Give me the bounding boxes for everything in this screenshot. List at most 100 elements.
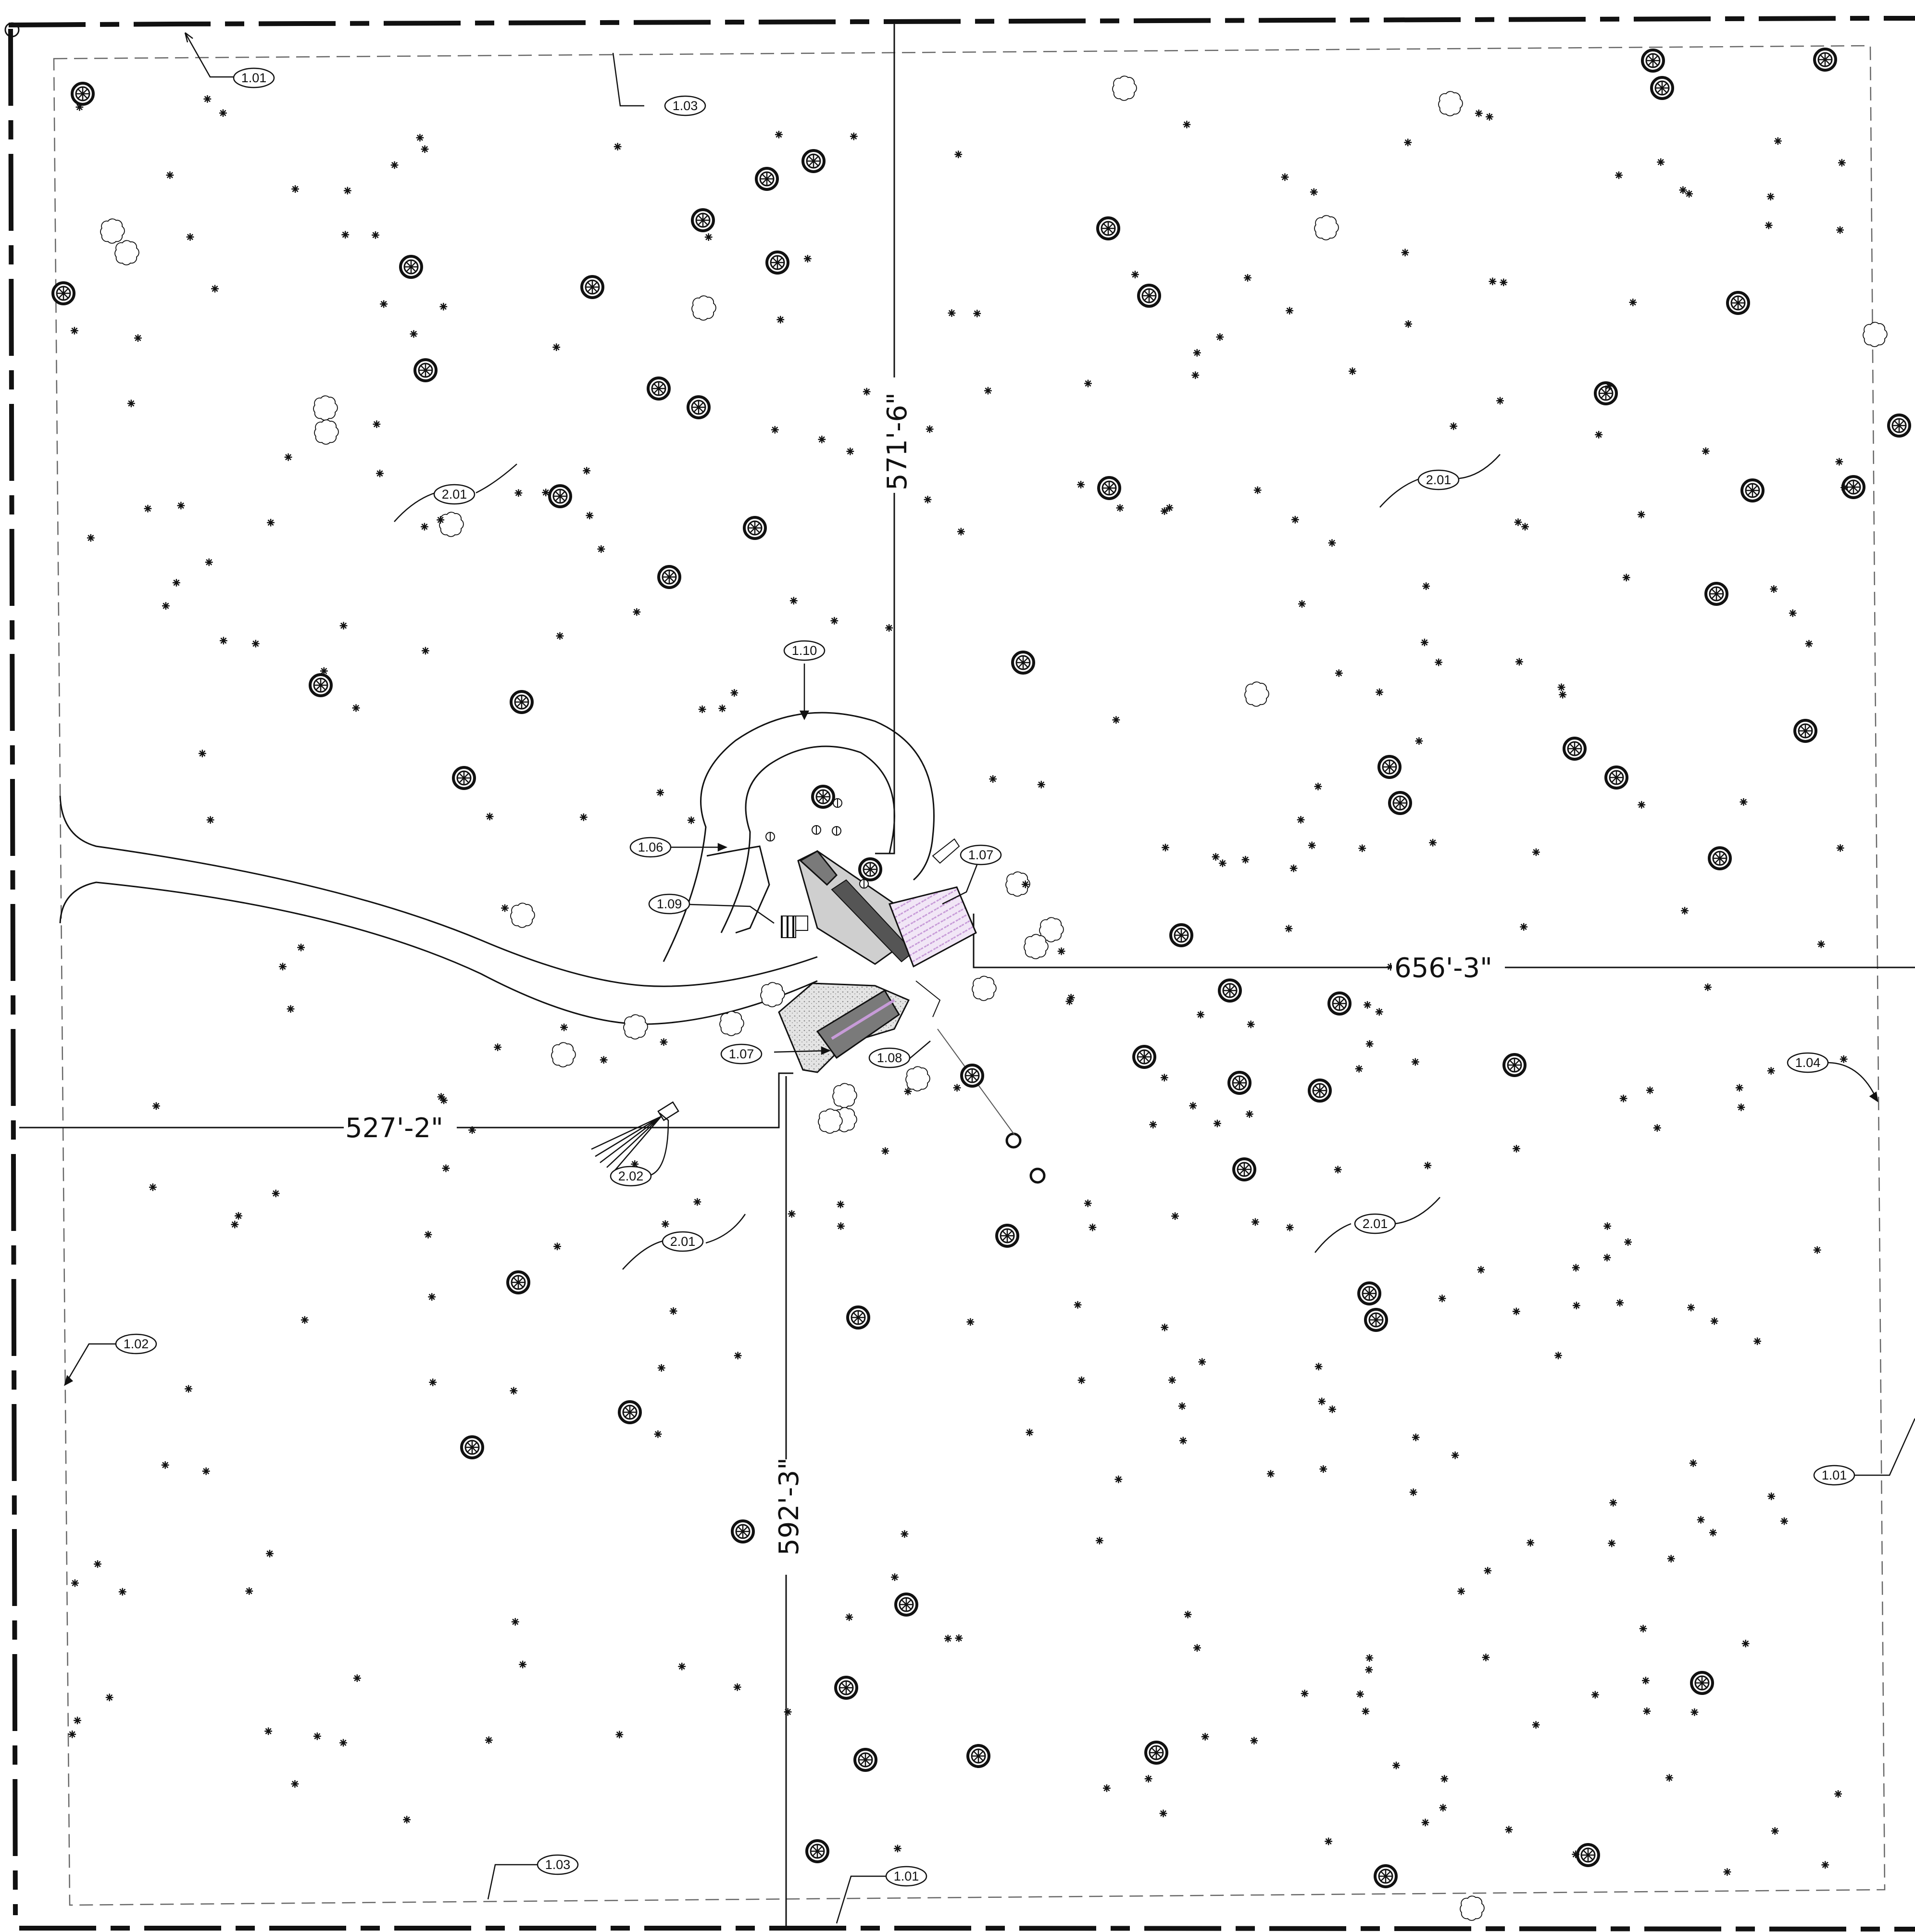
shrub-symbol bbox=[836, 1221, 845, 1231]
evergreen-tree-symbol bbox=[1365, 1309, 1387, 1330]
evergreen-tree-symbol bbox=[1099, 477, 1120, 499]
shrub-symbol bbox=[1324, 1837, 1333, 1846]
shrub-symbol bbox=[375, 469, 385, 478]
deciduous-tree-symbol bbox=[313, 395, 338, 421]
shrub-symbol bbox=[1767, 1492, 1776, 1501]
deciduous-tree-symbol bbox=[623, 1014, 648, 1040]
shrub-symbol bbox=[632, 607, 641, 616]
keynote-tag-kn-106: 1.06 bbox=[629, 837, 672, 858]
shrub-symbol bbox=[234, 1211, 243, 1220]
shrub-symbol bbox=[890, 1572, 900, 1582]
deciduous-tree-symbol bbox=[905, 1066, 930, 1091]
shrub-symbol bbox=[437, 1092, 446, 1102]
shrub-symbol bbox=[1375, 1007, 1384, 1016]
shrub-symbol bbox=[1037, 780, 1046, 789]
deciduous-tree-symbol bbox=[439, 512, 464, 537]
dimension-west: 527'-2" bbox=[345, 1113, 443, 1144]
evergreen-tree-symbol bbox=[462, 1437, 483, 1458]
shrub-symbol bbox=[1201, 1732, 1210, 1741]
shrub-symbol bbox=[1289, 864, 1298, 873]
shrub-symbol bbox=[1590, 1690, 1600, 1699]
shrub-symbol bbox=[338, 1738, 348, 1747]
deciduous-tree-symbol bbox=[100, 218, 125, 244]
shrub-symbol bbox=[677, 1662, 687, 1671]
evergreen-tree-symbol bbox=[1139, 285, 1160, 306]
shrub-symbol bbox=[441, 1164, 451, 1173]
keynote-label: 1.01 bbox=[1822, 1468, 1847, 1482]
shrub-symbol bbox=[251, 639, 260, 648]
shrub-symbol bbox=[704, 232, 713, 242]
shrub-symbol bbox=[1333, 1165, 1342, 1174]
shrub-symbol bbox=[1637, 510, 1646, 519]
dimension-east: 656'-3" bbox=[1394, 953, 1492, 984]
shrub-symbol bbox=[161, 601, 171, 611]
shrub-symbol bbox=[264, 1727, 273, 1736]
shrub-symbol bbox=[1266, 1469, 1276, 1479]
shrub-symbol bbox=[485, 812, 494, 821]
evergreen-tree-symbol bbox=[401, 256, 422, 277]
shrub-symbol bbox=[1083, 379, 1093, 388]
shrub-symbol bbox=[730, 688, 739, 698]
deciduous-tree-symbol bbox=[1112, 75, 1137, 101]
shrub-symbol bbox=[599, 1055, 608, 1065]
shrub-symbol bbox=[943, 1634, 952, 1643]
shrub-symbol bbox=[518, 1660, 527, 1669]
deciduous-tree-symbol bbox=[314, 419, 339, 445]
keynote-label: 2.02 bbox=[618, 1169, 644, 1183]
shrub-symbol bbox=[1603, 1221, 1612, 1231]
evergreen-tree-symbol bbox=[1795, 720, 1816, 741]
dimension-south: 592'-3" bbox=[774, 1457, 805, 1556]
setback-line bbox=[53, 45, 1886, 1906]
shrub-symbol bbox=[579, 813, 588, 822]
evergreen-tree-symbol bbox=[53, 283, 74, 304]
shrub-symbol bbox=[1701, 447, 1710, 456]
shrub-symbol bbox=[371, 230, 380, 240]
evergreen-tree-symbol bbox=[1706, 583, 1727, 604]
keynote-tag-kn-201-sw: 2.01 bbox=[662, 1231, 704, 1252]
shrub-symbol bbox=[966, 1317, 975, 1327]
shrub-symbol bbox=[1439, 1803, 1448, 1812]
shrub-symbol bbox=[1766, 192, 1775, 201]
shrub-symbol bbox=[1821, 1860, 1830, 1869]
shrub-symbol bbox=[1628, 298, 1638, 307]
shrub-symbol bbox=[1403, 138, 1413, 147]
evergreen-tree-symbol bbox=[997, 1225, 1018, 1246]
shrub-symbol bbox=[1296, 815, 1305, 824]
shrub-symbol bbox=[143, 504, 152, 513]
shrub-symbol bbox=[1685, 189, 1694, 199]
shrub-symbol bbox=[1836, 843, 1845, 853]
shrub-symbol bbox=[70, 1579, 80, 1588]
shrub-symbol bbox=[1690, 1707, 1699, 1717]
shrub-symbol bbox=[803, 254, 812, 263]
shrub-symbol bbox=[126, 399, 136, 408]
shrub-symbol bbox=[989, 774, 998, 784]
keynote-label: 1.04 bbox=[1795, 1055, 1821, 1070]
shrub-symbol bbox=[1571, 1263, 1580, 1272]
shrub-symbol bbox=[184, 1384, 193, 1393]
shrub-symbol bbox=[1474, 109, 1483, 118]
shrub-symbol bbox=[286, 1004, 295, 1014]
house-footprint bbox=[778, 838, 977, 1073]
shrub-symbol bbox=[1752, 1337, 1762, 1346]
evergreen-tree-symbol bbox=[1577, 1844, 1599, 1866]
shrub-symbol bbox=[1639, 1624, 1648, 1633]
shrub-symbol bbox=[1243, 273, 1252, 282]
shrub-symbol bbox=[372, 420, 381, 429]
shrub-symbol bbox=[1666, 1554, 1676, 1563]
shrub-symbol bbox=[1495, 396, 1505, 405]
irrigation-symbol bbox=[591, 1101, 679, 1171]
evergreen-tree-symbol bbox=[1691, 1672, 1713, 1694]
shrub-symbol bbox=[656, 788, 665, 797]
shrub-symbol bbox=[862, 387, 871, 396]
shrub-symbol bbox=[1710, 1317, 1719, 1326]
shrub-symbol bbox=[133, 333, 143, 343]
shrub-symbol bbox=[1363, 1000, 1372, 1010]
shrub-symbol bbox=[770, 425, 779, 434]
shrub-symbol bbox=[1083, 1199, 1092, 1208]
shrub-symbol bbox=[284, 452, 293, 462]
shrub-symbol bbox=[1211, 852, 1220, 862]
deciduous-tree-symbol bbox=[719, 1011, 744, 1036]
keynote-tag-kn-107-b: 1.07 bbox=[720, 1043, 763, 1065]
shrub-symbol bbox=[436, 515, 445, 525]
shrub-symbol bbox=[1641, 1676, 1651, 1685]
